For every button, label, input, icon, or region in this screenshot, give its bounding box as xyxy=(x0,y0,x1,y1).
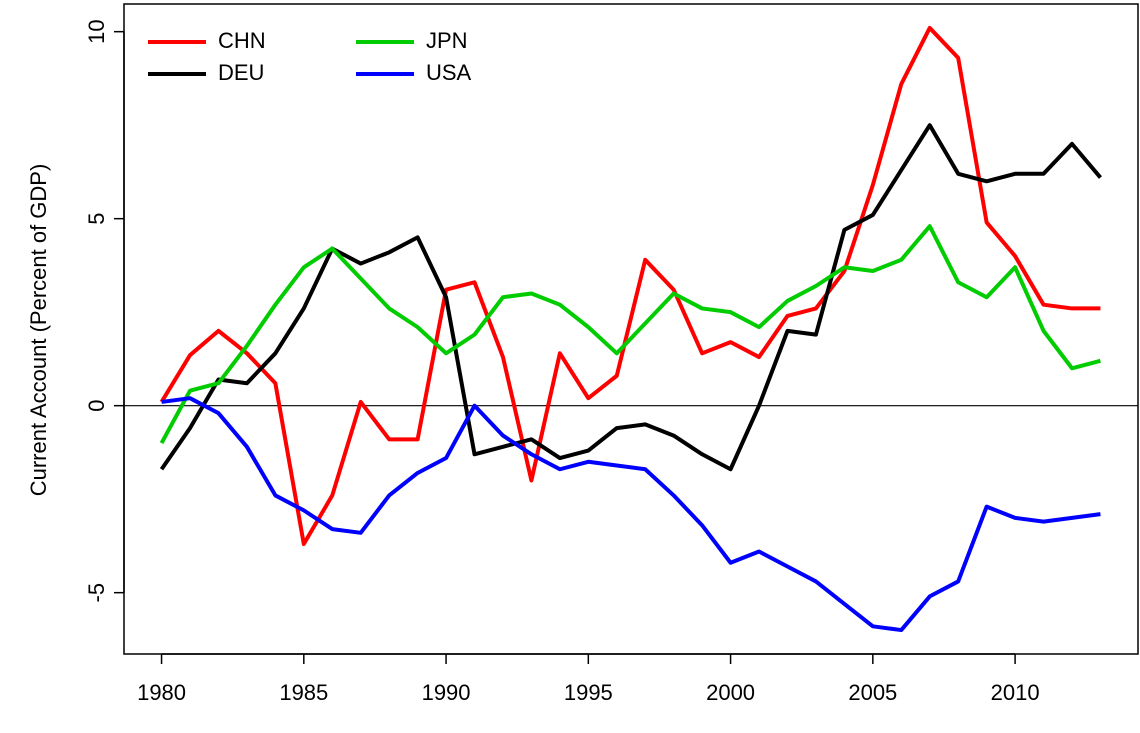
y-tick-label: -5 xyxy=(84,583,109,603)
x-tick-label: 2000 xyxy=(706,680,755,705)
legend-label: DEU xyxy=(218,60,264,85)
x-tick-label: 1980 xyxy=(137,680,186,705)
series-line xyxy=(159,123,1102,472)
x-tick-label: 2010 xyxy=(991,680,1040,705)
y-tick-label: 5 xyxy=(84,213,109,225)
y-tick-label: 0 xyxy=(84,400,109,412)
x-tick-label: 1985 xyxy=(279,680,328,705)
x-tick-label: 1990 xyxy=(422,680,471,705)
plot-box xyxy=(123,3,1139,655)
legend-label: USA xyxy=(426,60,472,85)
legend-label: CHN xyxy=(218,28,266,53)
x-tick-label: 2005 xyxy=(848,680,897,705)
x-tick-label: 1995 xyxy=(564,680,613,705)
y-tick-label: 10 xyxy=(84,19,109,43)
series-line xyxy=(161,396,1101,633)
series-line xyxy=(159,224,1101,445)
legend-label: JPN xyxy=(426,28,468,53)
y-axis-label: Current Account (Percent of GDP) xyxy=(26,164,51,497)
